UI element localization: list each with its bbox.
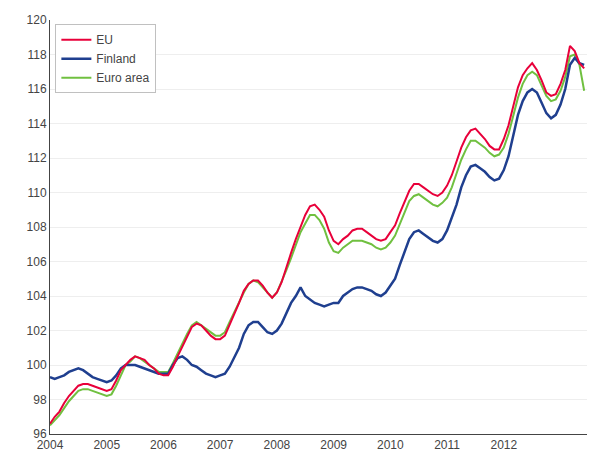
- svg-text:102: 102: [27, 324, 47, 338]
- svg-text:112: 112: [27, 151, 46, 165]
- svg-text:96: 96: [33, 427, 47, 441]
- svg-text:EU: EU: [96, 33, 113, 47]
- svg-text:114: 114: [27, 117, 46, 131]
- svg-text:2011: 2011: [434, 438, 460, 452]
- svg-text:106: 106: [27, 255, 47, 269]
- svg-text:Euro area: Euro area: [96, 71, 149, 85]
- svg-text:2006: 2006: [150, 438, 177, 452]
- svg-text:2004: 2004: [37, 438, 64, 452]
- svg-text:116: 116: [27, 82, 46, 96]
- svg-text:2005: 2005: [93, 438, 120, 452]
- svg-text:120: 120: [27, 13, 47, 27]
- svg-text:2012: 2012: [490, 438, 517, 452]
- svg-text:98: 98: [33, 393, 47, 407]
- svg-text:2008: 2008: [264, 438, 291, 452]
- svg-text:100: 100: [27, 358, 47, 372]
- svg-text:108: 108: [27, 220, 47, 234]
- svg-text:2010: 2010: [377, 438, 404, 452]
- svg-text:110: 110: [27, 186, 46, 200]
- svg-text:2009: 2009: [320, 438, 347, 452]
- svg-text:2007: 2007: [207, 438, 234, 452]
- svg-text:104: 104: [27, 289, 47, 303]
- svg-text:Finland: Finland: [96, 52, 135, 66]
- svg-text:118: 118: [27, 48, 46, 62]
